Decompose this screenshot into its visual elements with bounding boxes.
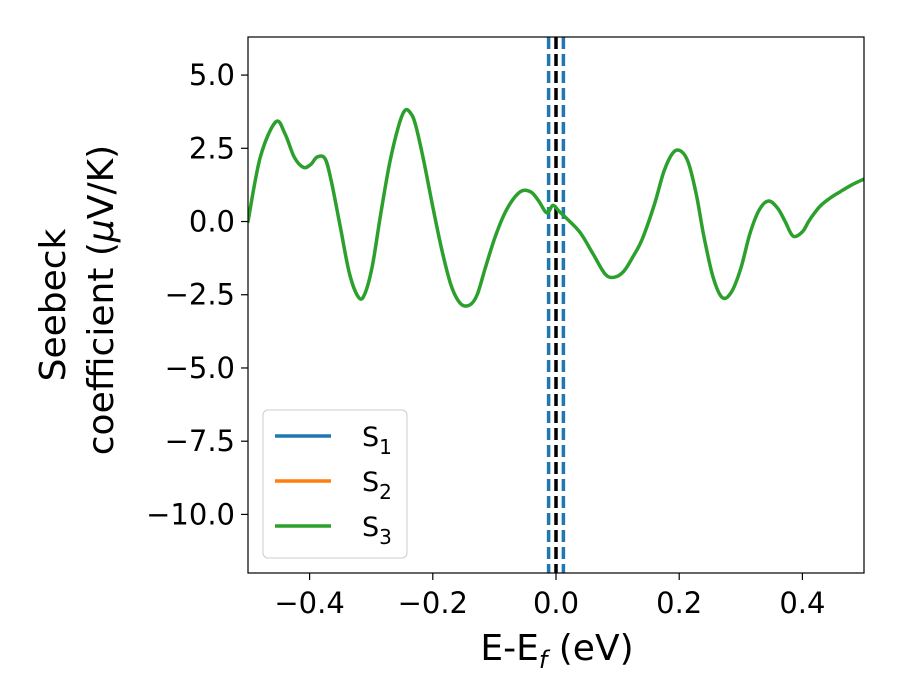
legend-box — [262, 409, 408, 559]
y-tick-label-2: 0.0 — [189, 205, 235, 239]
legend-label-3: S3 — [362, 512, 392, 549]
x-tick-label-1: −0.2 — [398, 586, 468, 620]
x-axis-label-unit: (eV) — [547, 628, 633, 669]
x-tick-label-4: 0.4 — [779, 586, 825, 620]
y-axis-label-unit: V/K) — [81, 145, 122, 219]
x-tick-label-3: 0.2 — [656, 586, 702, 620]
y-tick-label-5: −7.5 — [165, 424, 235, 458]
y-tick-label-0: 5.0 — [189, 58, 235, 92]
legend-label-1: S1 — [362, 422, 392, 459]
y-tick-label-3: −2.5 — [165, 278, 235, 312]
x-axis-label: E-Ef (eV) — [480, 628, 633, 674]
y-axis-label-mu: μ — [81, 219, 122, 243]
x-axis: −0.4 −0.2 0.0 0.2 0.4 — [274, 573, 825, 620]
legend-label-2: S2 — [362, 467, 392, 504]
y-axis: 5.0 2.5 0.0 −2.5 −5.0 −7.5 −10.0 — [146, 58, 248, 531]
legend: S1 S2 S3 — [262, 409, 408, 559]
y-axis-label-line2: coefficient (μV/K) — [81, 145, 122, 455]
y-tick-label-4: −5.0 — [165, 351, 235, 385]
x-tick-label-0: −0.4 — [274, 586, 344, 620]
y-tick-label-6: −10.0 — [146, 497, 235, 531]
plot-area — [248, 37, 864, 573]
x-tick-label-2: 0.0 — [533, 586, 579, 620]
series-line-3 — [248, 107, 864, 308]
y-axis-label-line1: Seebeck — [33, 228, 74, 381]
y-tick-label-1: 2.5 — [189, 131, 235, 165]
